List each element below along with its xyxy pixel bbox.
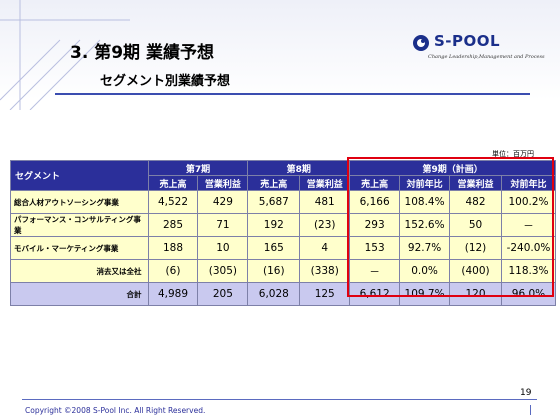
title-number: 3. — [70, 43, 89, 63]
header-background — [0, 0, 560, 100]
page-title: 3. 第9期 業績予想 — [70, 38, 214, 63]
table-row: 消去又は全社 (6) (305) (16) (338) － 0.0% (400) 118.3% — [10, 259, 557, 283]
table-cell: 4 — [299, 236, 351, 260]
table-cell: (12) — [449, 236, 502, 260]
unit-note: 単位：百万円 — [492, 150, 534, 158]
table-cell: － — [500, 213, 557, 237]
sub-header: 売上高 — [349, 175, 401, 191]
table-cell: (23) — [299, 213, 351, 237]
row-label: モバイル・マーケティング事業 — [10, 236, 149, 260]
table-cell: 100.2% — [500, 190, 557, 214]
logo-tagline: Change Leadership,Management and Process — [428, 54, 545, 60]
table-cell: 285 — [147, 213, 199, 237]
table-row: 総合人材アウトソーシング事業 4,522 429 5,687 481 6,166 108.4… — [10, 190, 557, 214]
table-cell: 481 — [299, 190, 351, 214]
sub-header: 売上高 — [247, 175, 301, 191]
sub-header: 営業利益 — [299, 175, 351, 191]
table-cell: 4,989 — [147, 282, 199, 306]
segment-header: セグメント — [10, 160, 149, 191]
table-cell: (400) — [449, 259, 502, 283]
total-label: 合計 — [10, 282, 149, 306]
table-cell: 6,028 — [247, 282, 301, 306]
table-cell: 108.4% — [399, 190, 451, 214]
segment-forecast-table: セグメント 第7期 第8期 第9期（計画） 売上高 営業利益 売上高 営業利益 売上高対… — [10, 160, 557, 306]
table-cell: 125 — [299, 282, 351, 306]
table-cell: 109.7% — [399, 282, 451, 306]
row-label: 総合人材アウトソーシング事業 — [10, 190, 149, 214]
page-number: 19 — [520, 388, 532, 398]
table-cell: 6,166 — [349, 190, 401, 214]
table-cell: － — [349, 259, 401, 283]
table-cell: -240.0% — [500, 236, 557, 260]
total-row: 合計 4,989 205 6,028 125 6,612 109.7% 120 96.0% — [10, 282, 557, 306]
header-decoration-lines — [0, 0, 130, 110]
sub-header: 営業利益 — [197, 175, 249, 191]
title-underline — [55, 93, 530, 95]
sub-header: 対前年比 — [399, 175, 451, 191]
table-cell: 4,522 — [147, 190, 199, 214]
table-cell: 50 — [449, 213, 502, 237]
table-cell: 120 — [449, 282, 502, 306]
table-row: モバイル・マーケティング事業 188 10 165 4 153 92.7% (12) -240.… — [10, 236, 557, 260]
table-cell: 92.7% — [399, 236, 451, 260]
row-label: パフォーマンス・コンサルティング事業 — [10, 213, 149, 237]
copyright: Copyright ©2008 S-Pool Inc. All Right Re… — [25, 406, 206, 415]
page-subtitle: セグメント別業績予想 — [100, 74, 231, 89]
table-cell: 118.3% — [500, 259, 557, 283]
period-header-9: 第9期（計画） — [349, 160, 556, 176]
table-cell: 152.6% — [399, 213, 451, 237]
table-cell: (16) — [247, 259, 301, 283]
footer-rule-vertical — [530, 405, 531, 415]
table-cell: 96.0% — [500, 282, 557, 306]
title-main: 第9期 業績予想 — [94, 43, 214, 63]
table-cell: 6,612 — [349, 282, 401, 306]
spool-logo-icon — [413, 35, 429, 51]
table-cell: 192 — [247, 213, 301, 237]
table-row: パフォーマンス・コンサルティング事業 285 71 192 (23) 293 152.6% 5… — [10, 213, 557, 237]
table-cell: 188 — [147, 236, 199, 260]
table-cell: 153 — [349, 236, 401, 260]
row-label: 消去又は全社 — [10, 259, 149, 283]
company-logo: S-POOL Change Leadership,Management and … — [412, 32, 545, 66]
table-cell: 0.0% — [399, 259, 451, 283]
table-cell: (338) — [299, 259, 351, 283]
period-header-7: 第7期 — [147, 160, 249, 176]
period-header-8: 第8期 — [247, 160, 351, 176]
table-cell: (6) — [147, 259, 199, 283]
table-cell: 10 — [197, 236, 249, 260]
table-cell: 165 — [247, 236, 301, 260]
table-cell: 482 — [449, 190, 502, 214]
table-cell: 5,687 — [247, 190, 301, 214]
footer-rule — [22, 399, 537, 400]
table-cell: 293 — [349, 213, 401, 237]
logo-name: S-POOL — [434, 32, 501, 50]
table-cell: 429 — [197, 190, 249, 214]
table-cell: 71 — [197, 213, 249, 237]
sub-header: 営業利益 — [449, 175, 502, 191]
table-cell: 205 — [197, 282, 249, 306]
sub-header: 売上高 — [147, 175, 199, 191]
table-cell: (305) — [197, 259, 249, 283]
sub-header: 対前年比 — [500, 175, 557, 191]
